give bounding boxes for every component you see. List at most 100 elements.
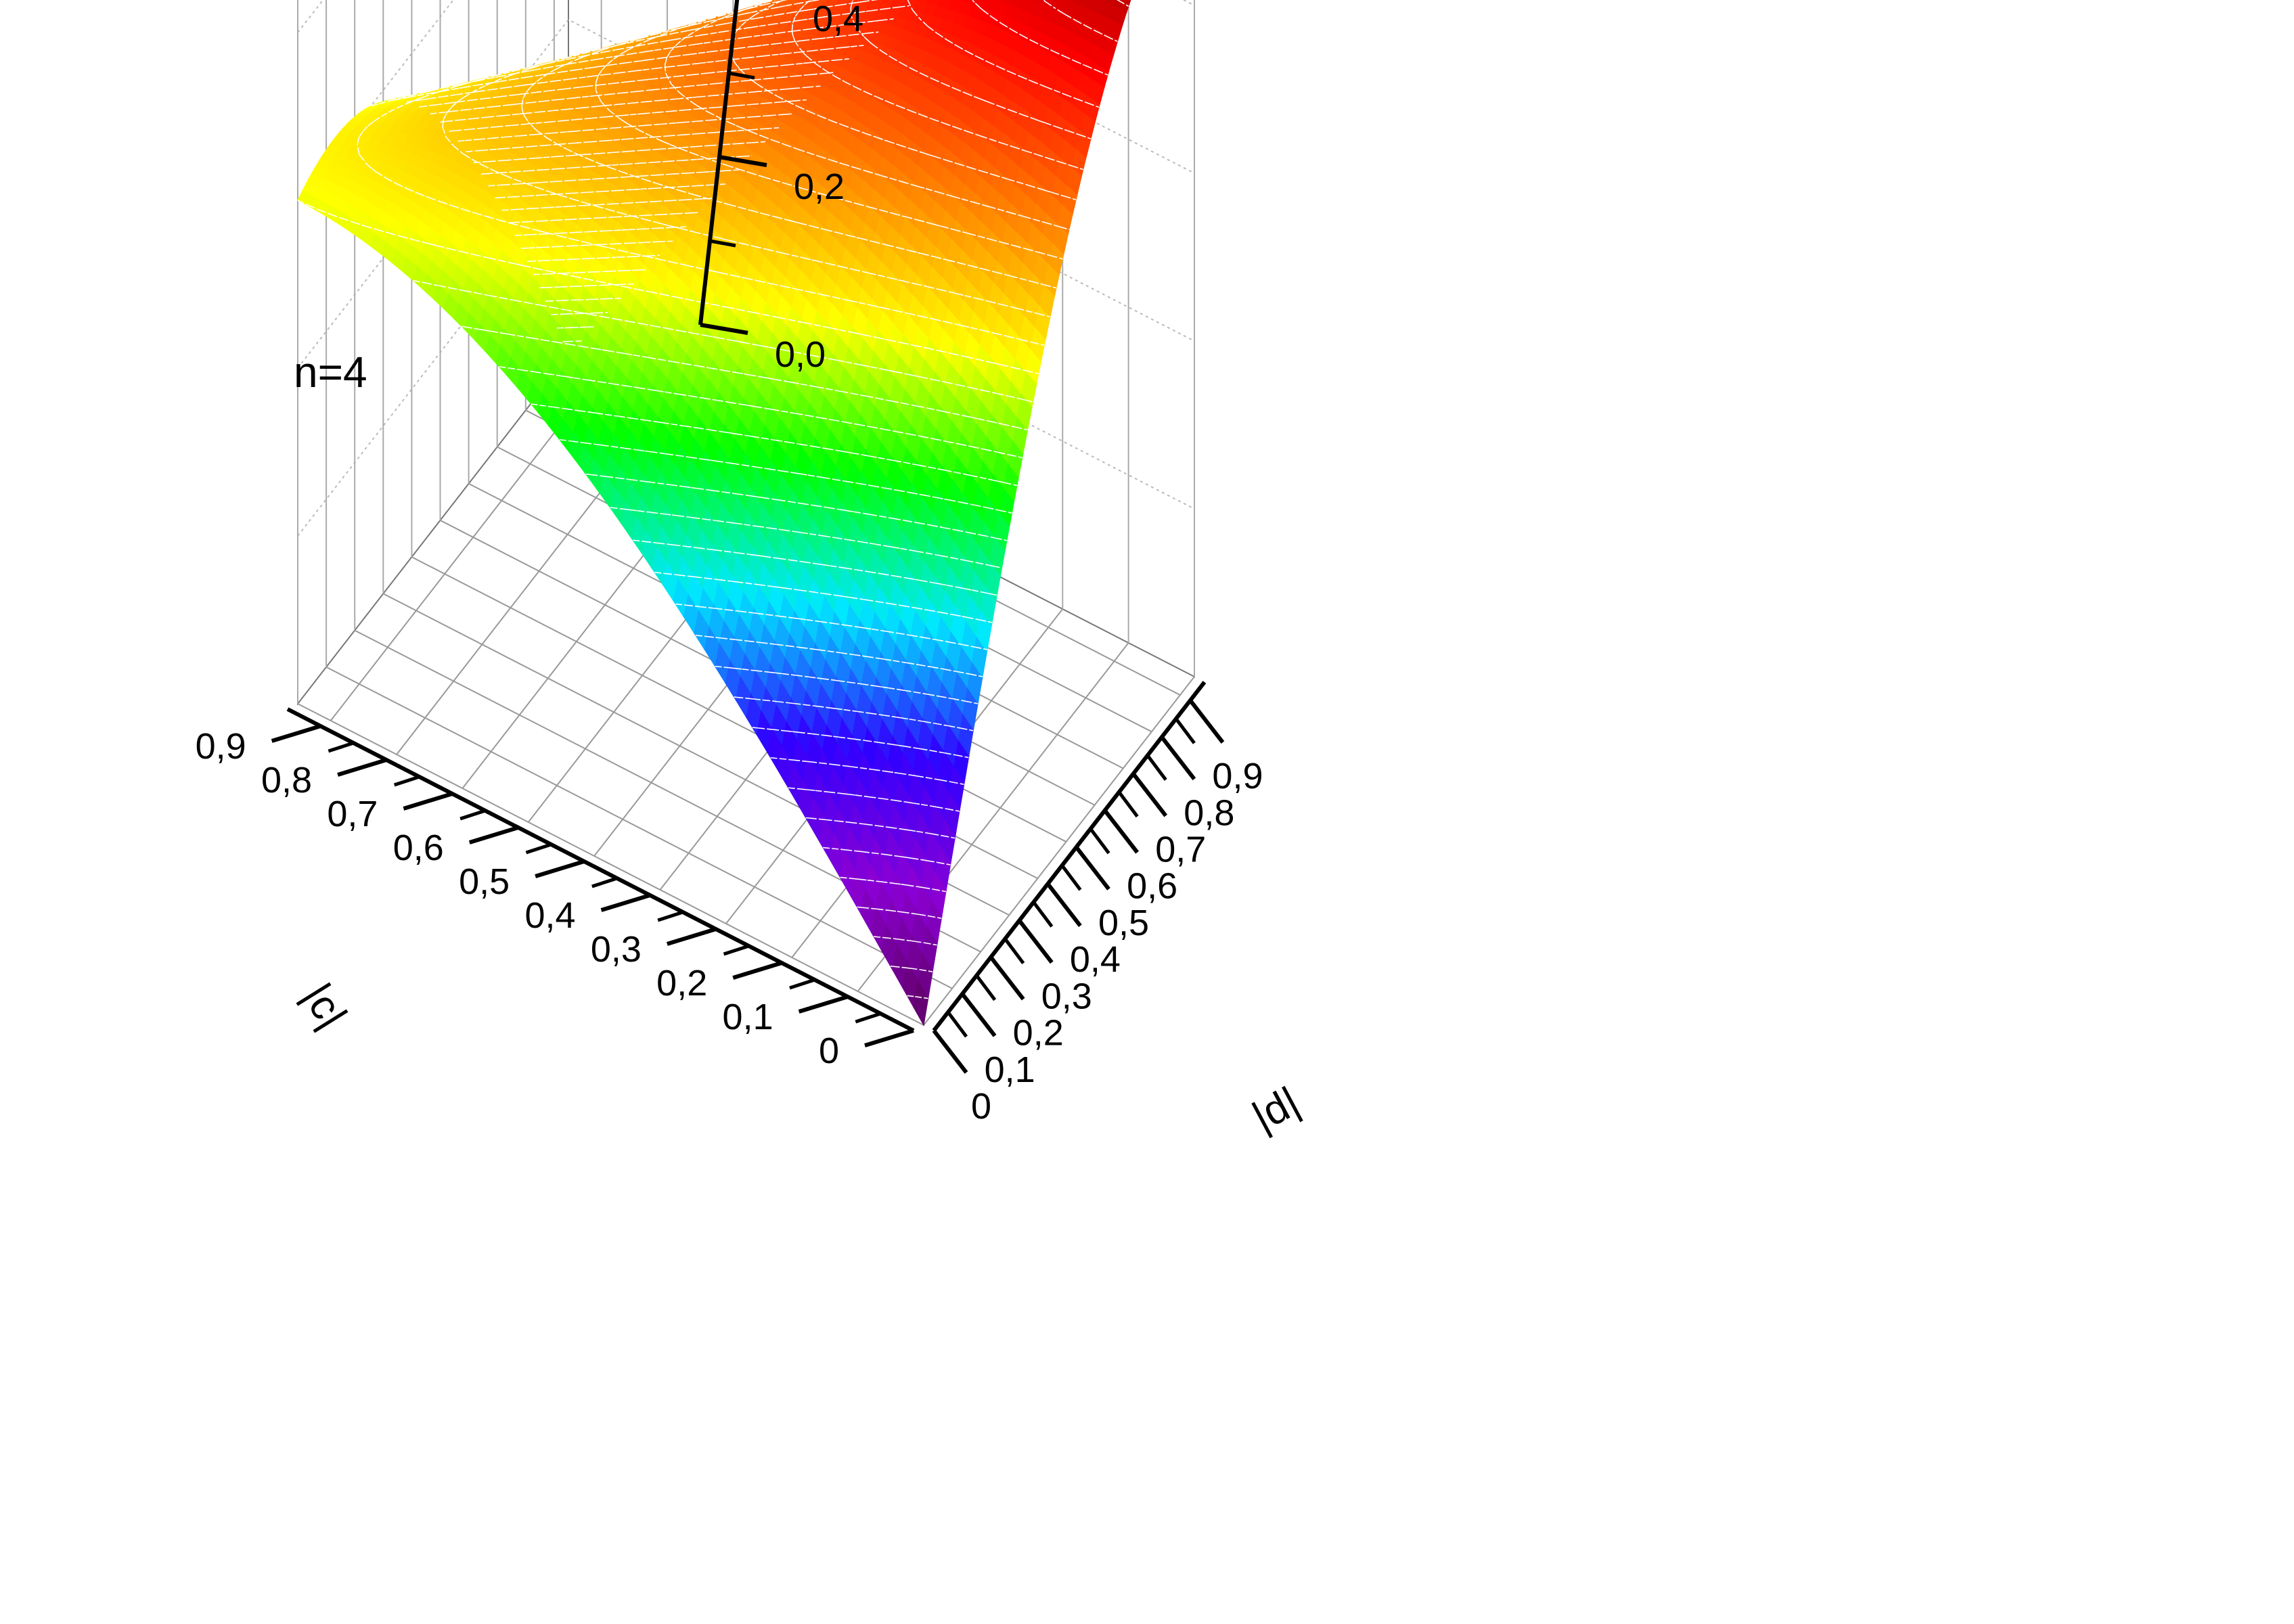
contour-line — [626, 202, 639, 204]
contour-line — [807, 761, 811, 763]
contour-line — [752, 612, 757, 614]
contour-line — [924, 859, 928, 861]
contour-line — [664, 453, 667, 455]
contour-line — [619, 284, 630, 286]
contour-line — [880, 658, 885, 660]
contour-line — [708, 95, 713, 97]
contour-line — [912, 775, 918, 777]
contour-line — [646, 357, 650, 359]
contour-line — [886, 826, 891, 828]
contour-line — [503, 104, 510, 106]
contour-line — [803, 62, 809, 64]
contour-line — [614, 242, 627, 245]
contour-line — [583, 129, 587, 131]
contour-line — [589, 95, 595, 97]
contour-line — [723, 131, 730, 133]
contour-line — [526, 102, 530, 104]
contour-line — [530, 233, 542, 235]
contour-line — [638, 79, 645, 81]
contour-line — [694, 62, 700, 65]
contour-line — [675, 574, 679, 576]
contour-line — [884, 630, 888, 633]
contour-line — [790, 702, 794, 704]
contour-line — [779, 528, 784, 531]
contour-line — [894, 489, 899, 491]
contour-line — [618, 256, 631, 258]
contour-line — [621, 114, 630, 116]
contour-line — [799, 443, 801, 445]
wall-gridline — [297, 186, 1195, 537]
floor-gridline — [325, 666, 953, 989]
contour-line — [917, 748, 921, 750]
contour-line — [551, 156, 557, 158]
contour-line — [715, 60, 720, 62]
contour-line — [661, 87, 669, 90]
contour-line — [560, 131, 568, 133]
contour-line — [847, 765, 852, 767]
contour-line — [461, 325, 466, 328]
contour-line — [756, 641, 761, 644]
contour-line — [566, 340, 578, 342]
contour-line — [797, 646, 801, 648]
contour-line — [639, 269, 647, 271]
contour-line — [805, 817, 810, 819]
contour-line — [551, 313, 564, 315]
contour-line — [821, 72, 827, 74]
contour-line — [546, 132, 552, 135]
contour-line — [824, 506, 828, 508]
contour-line — [498, 196, 511, 198]
contour-line — [549, 181, 556, 183]
contour-line — [711, 549, 716, 551]
contour-line — [476, 150, 482, 152]
contour-line — [866, 513, 871, 516]
contour-line — [690, 145, 696, 148]
contour-line — [876, 741, 878, 743]
contour-line — [859, 45, 864, 47]
contour-line — [916, 913, 920, 916]
contour-line — [547, 206, 556, 208]
contour-line — [703, 171, 711, 173]
contour-line — [468, 99, 472, 102]
contour-line — [445, 102, 452, 104]
contour-line — [669, 87, 675, 89]
contour-line — [516, 93, 522, 95]
contour-line — [830, 763, 834, 765]
contour-line — [672, 514, 678, 516]
contour-line — [691, 212, 699, 214]
contour-line — [778, 114, 786, 116]
wall-gridline — [297, 0, 1195, 201]
contour-line — [773, 700, 778, 702]
contour-line — [555, 206, 563, 208]
contour-line — [779, 53, 786, 55]
contour-line — [685, 198, 698, 201]
contour-line — [510, 104, 517, 106]
contour-line — [614, 104, 619, 106]
contour-line — [853, 878, 860, 880]
contour-line — [480, 173, 487, 175]
contour-line — [838, 390, 842, 392]
contour-line — [945, 441, 947, 443]
contour-line — [901, 689, 905, 692]
contour-line — [794, 412, 796, 414]
contour-line — [775, 499, 779, 501]
contour-line — [566, 313, 579, 315]
contour-line — [682, 185, 694, 187]
contour-line — [736, 610, 740, 612]
contour-line — [591, 106, 599, 108]
contour-line — [547, 300, 561, 302]
contour-line — [813, 386, 817, 388]
contour-line — [569, 179, 581, 181]
contour-line — [521, 247, 528, 249]
contour-line — [984, 648, 988, 650]
contour-line — [822, 592, 825, 595]
contour-line — [893, 430, 897, 432]
contour-line — [715, 637, 721, 639]
contour-line — [644, 78, 652, 81]
contour-line — [612, 164, 620, 166]
contour-line — [560, 88, 565, 90]
contour-line — [777, 470, 782, 472]
contour-line — [548, 273, 560, 275]
contour-line — [606, 139, 614, 141]
contour-line — [802, 87, 807, 89]
